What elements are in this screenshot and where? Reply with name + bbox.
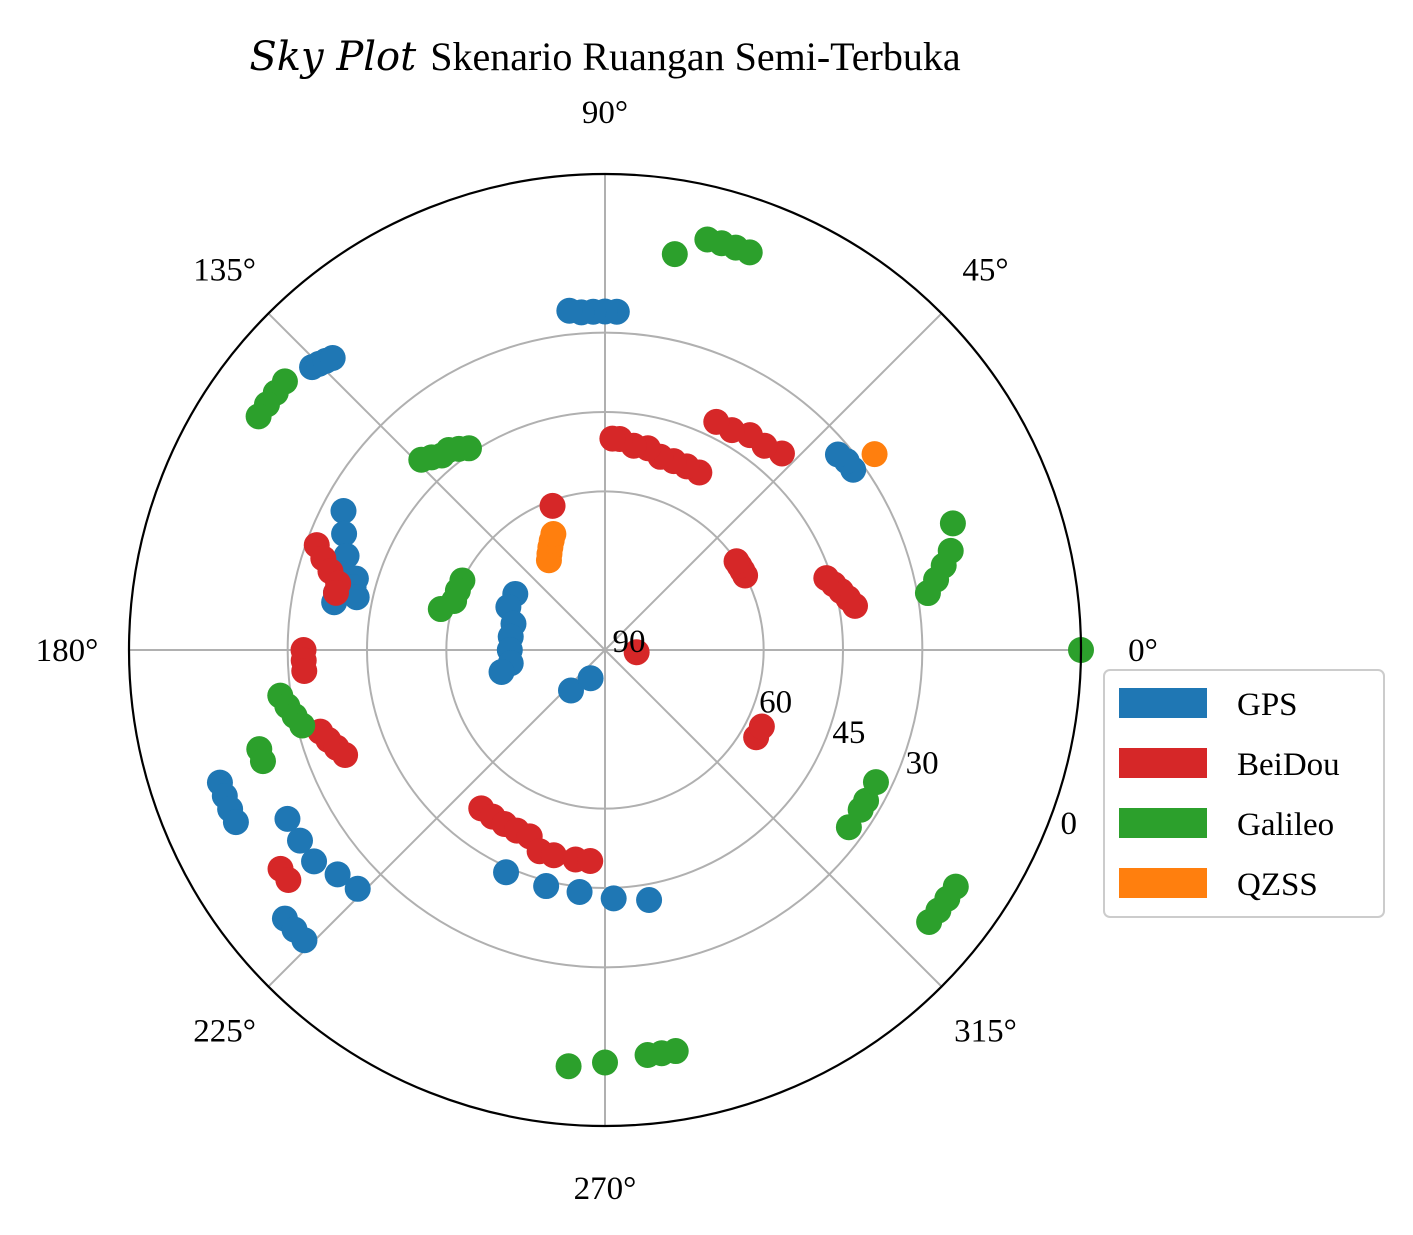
data-point [694, 226, 721, 253]
data-point [343, 584, 370, 611]
data-point [636, 887, 663, 914]
series-galileo [245, 226, 1094, 1080]
r-tick-labels: 90 60 45 30 0 [613, 624, 1078, 842]
series-qzss [535, 441, 888, 574]
data-point [427, 596, 454, 623]
data-point [332, 742, 359, 769]
data-point [249, 748, 276, 775]
data-point [319, 344, 346, 371]
legend-swatch [1119, 748, 1207, 778]
data-point [662, 1038, 689, 1065]
legend-label: GPS [1237, 687, 1298, 723]
r-tick-label: 0 [1061, 806, 1078, 842]
r-tick-label: 30 [906, 745, 939, 781]
theta-tick-label: 270° [574, 1171, 637, 1207]
polar-grid [129, 174, 1081, 1126]
data-point [540, 842, 567, 869]
theta-tick-label: 225° [193, 1013, 256, 1049]
legend-swatch [1119, 808, 1207, 838]
grid-spoke [267, 649, 606, 988]
chart-title-rest: Skenario Ruangan Semi-Terbuka [430, 34, 961, 79]
data-point [748, 713, 775, 740]
data-point [577, 848, 604, 875]
legend-frame [1103, 669, 1385, 918]
data-point [555, 1053, 582, 1080]
data-point [600, 885, 627, 912]
legend-label: BeiDou [1237, 747, 1340, 783]
data-point [592, 1049, 618, 1076]
data-point [558, 677, 585, 704]
grid-spoke [604, 649, 943, 988]
data-point [408, 446, 435, 473]
theta-tick-label: 45° [962, 253, 1008, 289]
data-point [556, 297, 583, 324]
series-beidou [267, 408, 869, 894]
data-point [623, 639, 650, 666]
theta-tick-label: 135° [193, 253, 256, 289]
legend-swatch [1119, 688, 1207, 718]
legend-label: Galileo [1237, 807, 1334, 843]
data-point [539, 492, 566, 519]
data-point [533, 873, 560, 900]
data-point [942, 873, 969, 900]
data-point [291, 658, 318, 685]
data-points [206, 226, 1094, 1080]
data-point [322, 579, 349, 606]
theta-tick-label: 315° [954, 1013, 1017, 1049]
theta-tick-label: 180° [36, 633, 99, 669]
data-point [488, 658, 515, 685]
grid-spoke [604, 312, 943, 651]
legend-swatch [1119, 868, 1207, 898]
data-point [291, 927, 318, 954]
data-point [331, 520, 358, 547]
r-tick-label: 60 [759, 685, 792, 721]
data-point [723, 548, 750, 575]
data-point [324, 861, 351, 888]
data-point [287, 827, 314, 854]
data-point [540, 521, 567, 548]
legend-label: QZSS [1237, 867, 1318, 903]
legend: GPS BeiDou Galileo QZSS [1103, 669, 1385, 918]
data-point [275, 867, 302, 894]
r-tick-label: 90 [613, 624, 646, 660]
data-point [289, 712, 316, 739]
data-point [274, 805, 301, 832]
data-point [939, 510, 966, 537]
data-point [301, 848, 328, 875]
data-point [222, 809, 249, 836]
data-point [577, 665, 604, 692]
chart-title-italic: Sky Plot [249, 34, 417, 80]
data-point [599, 425, 626, 452]
data-point [914, 580, 941, 607]
data-point [862, 769, 889, 796]
data-point [344, 875, 371, 902]
data-point [661, 241, 688, 268]
data-point [703, 408, 730, 435]
data-point [245, 403, 272, 430]
data-point [824, 441, 851, 468]
svg-text:Sky Plot Skenario Ruanga: Sky Plot Skenario Ruangan Semi-Terbuka [249, 34, 960, 80]
theta-tick-label: 90° [582, 95, 628, 131]
data-point [330, 497, 357, 524]
data-point [493, 859, 520, 886]
data-point [813, 565, 840, 592]
data-point [861, 441, 888, 468]
theta-tick-label: 0° [1128, 633, 1158, 669]
polar-frame [127, 172, 1083, 1128]
r-tick-label: 45 [832, 715, 865, 751]
theta-tick-labels: 0° 45° 90° 135° 180° 225° 270° 315° [36, 95, 1158, 1207]
data-point [566, 878, 593, 905]
chart-title: Sky Plot Skenario Ruangan Semi-Terbuka [249, 34, 960, 80]
